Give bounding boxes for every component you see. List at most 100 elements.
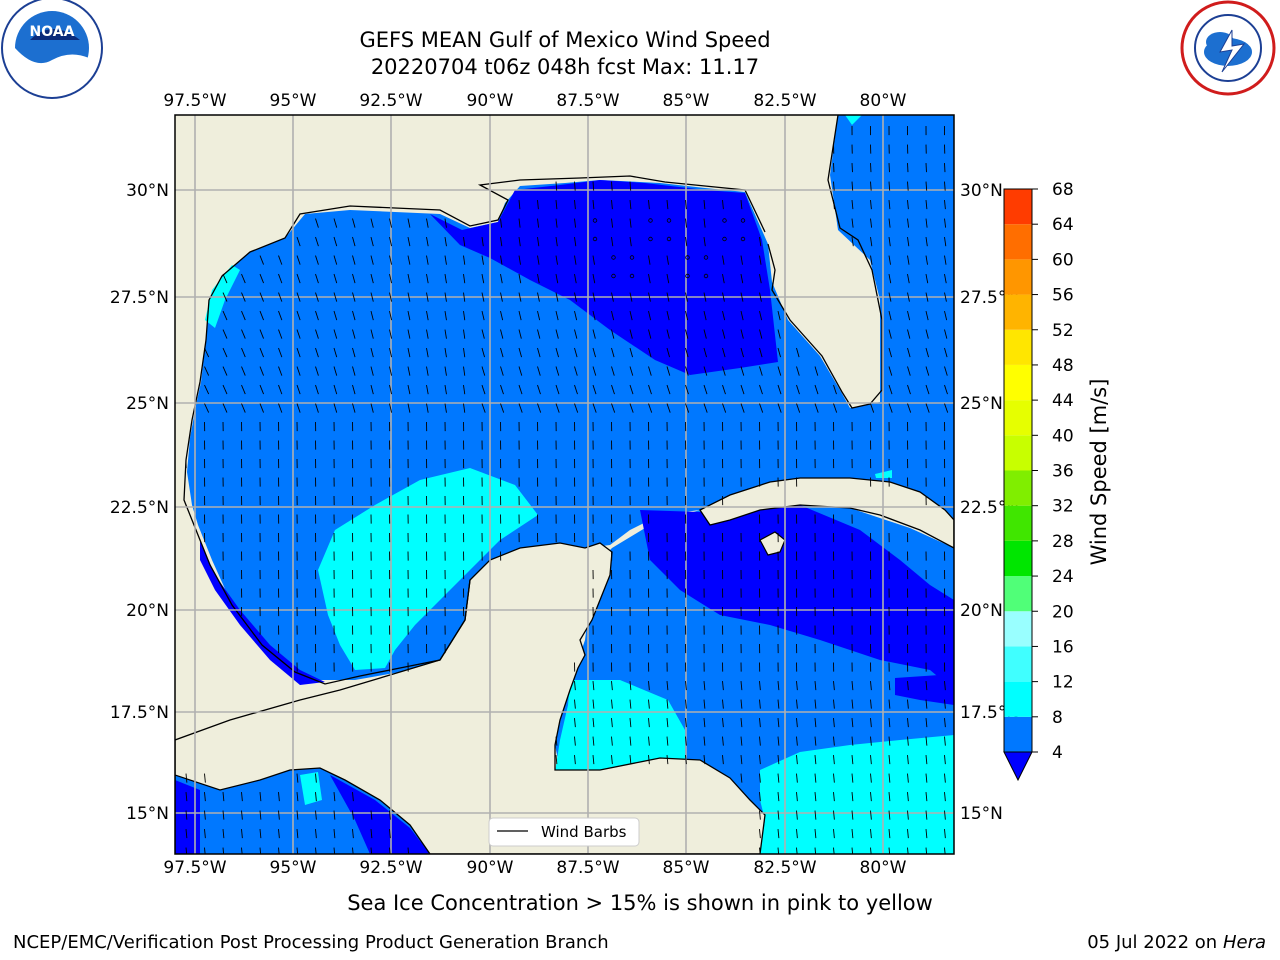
wind-barb [389,292,393,302]
wind-barb [629,218,632,228]
wind-barb [925,755,928,765]
wind-barb [370,292,374,302]
wind-barb [315,329,319,339]
wind-barb [851,218,854,228]
wind-barb [518,255,521,265]
wind-barb [204,847,206,854]
wind-barb [629,310,633,321]
wind-barb [407,310,411,321]
wind-barb [592,181,595,191]
wind-barb [944,347,948,358]
wind-barb [888,755,891,765]
wind-barb [389,847,391,854]
wind-barb [389,366,393,376]
wind-barb [611,218,614,228]
wind-barb [759,792,761,802]
wind-barb [389,403,393,413]
wind-barb [925,810,928,820]
wind-barb [666,347,671,358]
wind-barb [740,347,745,358]
wind-barb [722,292,725,302]
wind-barb [555,329,559,339]
colorbar-segment [1004,716,1032,752]
wind-barb [426,292,429,302]
wind-barb [759,829,761,839]
wind-barb [888,792,891,802]
wind-barb [500,366,504,376]
wind-barb [555,255,558,265]
wind-barb [574,236,577,247]
wind-barb [777,681,780,691]
wind-barb [925,403,930,413]
wind-barb [703,718,706,728]
wind-barb [315,773,317,783]
wind-barb [241,347,246,358]
wind-barb [278,829,280,839]
wind-barbs-legend: Wind Barbs [488,817,640,847]
wind-barb [629,718,632,728]
wind-barb [481,403,486,413]
wind-barb [814,773,817,783]
wind-barb [648,681,650,691]
wind-barb [241,310,246,321]
wind-barb [851,847,854,854]
wind-barb [888,218,891,228]
wind-barb [259,366,264,376]
wind-barb [222,792,225,802]
wind-barb [611,347,615,358]
wind-barb [444,366,447,376]
wind-barb [204,792,206,802]
wind-barb [555,292,559,302]
wind-barb [426,218,429,228]
wind-barb [481,292,485,302]
wind-barb [259,847,262,854]
wind-barb [407,218,411,228]
wind-barb [888,773,891,783]
wind-barb [685,384,689,395]
wind-barb [796,384,800,395]
lon-tick-label-top: 90°W [467,91,514,111]
wind-barb [518,273,522,284]
wind-barb [685,200,687,210]
lon-tick-label-top: 85°W [663,91,710,111]
wind-barb [296,810,299,820]
wind-barb [444,329,447,339]
noaa-logo: NOAA [1,0,103,99]
wind-barb [259,329,264,339]
colorbar-segment [1004,681,1032,717]
wind-barb [333,218,338,228]
wind-barb [888,200,891,210]
wind-barb [407,384,411,395]
wind-barb [925,681,928,691]
wind-barb [444,255,447,265]
wind-barb [888,810,891,820]
wind-barb [463,236,466,247]
wind-barb [833,755,835,765]
wind-barb [426,366,429,376]
wind-barb [740,329,744,339]
wind-barb [907,292,910,302]
wind-barb [777,699,780,709]
wind-barb [352,347,356,358]
wind-barb [222,329,228,339]
wind-barb [925,847,928,854]
wind-barb [648,310,652,321]
wind-barb [333,847,336,854]
wind-barb [204,384,210,395]
wind-barb [944,755,946,765]
wind-barb [278,273,283,284]
wind-barb [315,310,319,321]
wind-barb [944,236,947,247]
wind-barb [500,236,503,247]
wind-barb [315,403,319,413]
wind-barb [481,310,485,321]
wind-barb [463,255,466,265]
colorbar-tick-label: 12 [1052,673,1074,693]
gulf-west-coastline [183,339,471,685]
wind-barb [888,384,893,395]
wind-barb [537,384,541,395]
wind-barb [426,255,429,265]
wind-barb [444,384,447,395]
wind-barb [352,810,354,820]
wind-barb [278,292,283,302]
